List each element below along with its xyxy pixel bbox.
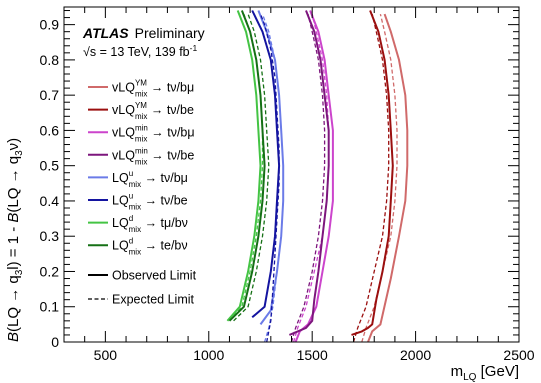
series-4-observed-line [289,10,330,336]
legend-entry-label: LQu mix → tν/bμ [112,169,188,189]
x-tick-label: 500 [94,347,118,363]
series-8-expected-line [233,13,270,322]
series-2-expected-line [352,13,390,343]
series-8-observed-line [228,10,266,322]
x-tick-label: 2500 [503,347,534,363]
legend-entry-label: vLQYM mix → tν/be [112,101,194,121]
legend-entry-label: LQd mix → te/bν [112,237,188,257]
series-1-observed-line [367,13,409,343]
y-axis-title: B(LQ → q3l) = 1 - B(LQ → q3ν) [5,138,25,342]
axis-tick-labels: 500 1000 1500 2000 2500 0 0.1 0.2 0.3 0.4 0.5 0.6 0.… [40,17,535,363]
y-tick-label: 0.5 [40,158,60,174]
series-2-observed-line [351,10,394,336]
series-1-expected-line [361,13,398,343]
series-3-expected-line [292,13,330,343]
series-7-expected-line [229,13,264,322]
y-tick-label: 0.6 [40,122,60,138]
legend-entry-label: vLQmin mix → tν/bμ [112,124,195,144]
y-tick-label: 0.8 [40,52,60,68]
axis-ticks [63,7,520,343]
x-tick-label: 1000 [193,347,224,363]
y-tick-label: 0.7 [40,87,60,103]
series-5-observed-line [257,10,285,325]
legend-style-label: Expected Limit [112,293,195,307]
x-tick-label: 1500 [297,347,328,363]
series-7-observed-line [226,10,262,322]
y-tick-label: 0.2 [40,263,60,279]
legend-entry-label: vLQmin mix → tν/be [112,146,194,166]
energy-lumi-label: √s = 13 TeV, 139 fb-1 [83,43,197,59]
y-tick-label: 0.9 [40,17,60,33]
y-tick-label: 0 [51,334,59,350]
legend-entry-label: vLQYM mix → tν/bμ [112,79,194,99]
legend-entry-label: LQd mix → tμ/bν [112,214,188,234]
y-tick-label: 0.3 [40,228,60,244]
legend-entry-label: LQu mix → tν/be [112,192,188,212]
limit-curves [226,10,409,343]
series-4-expected-line [290,13,326,343]
x-tick-label: 2000 [400,347,431,363]
legend-style-label: Observed Limit [112,269,197,283]
series-6-observed-line [251,10,281,319]
y-tick-label: 0.4 [40,193,60,209]
x-axis-title: mLQ [GeV] [451,363,519,383]
atlas-label: ATLAS Preliminary [82,25,205,41]
y-tick-label: 0.1 [40,299,60,315]
